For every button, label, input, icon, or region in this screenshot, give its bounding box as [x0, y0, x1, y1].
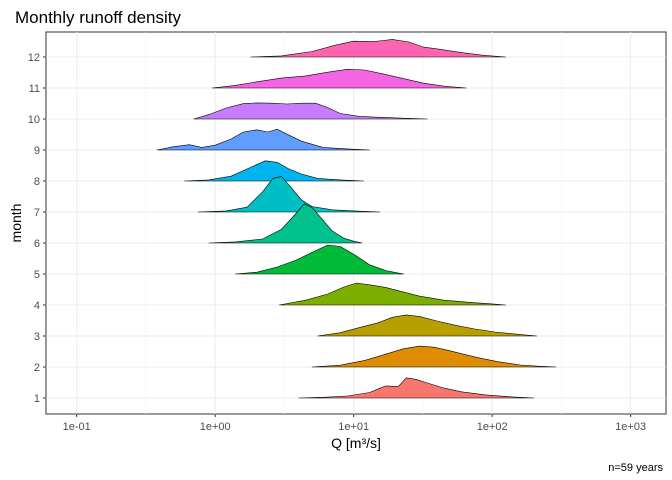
- y-tick-label: 6: [34, 238, 40, 250]
- y-tick-label: 11: [29, 83, 40, 95]
- ridge-month-1: [298, 377, 535, 399]
- ridge-month-3: [317, 314, 538, 337]
- x-tick-label: 1e+00: [200, 421, 231, 433]
- y-tick-label: 1: [34, 393, 40, 405]
- x-tick-label: 1e-01: [63, 421, 91, 433]
- ridge-month-9: [156, 128, 370, 151]
- ridge-month-11: [211, 69, 467, 89]
- y-tick-label: 5: [34, 269, 40, 281]
- chart-caption: n=59 years: [608, 462, 663, 474]
- x-tick-label: 1e+03: [615, 421, 646, 433]
- y-tick-label: 3: [34, 331, 40, 343]
- ridge-month-2: [311, 345, 557, 368]
- y-tick-label: 7: [34, 207, 40, 219]
- y-tick-label: 4: [34, 300, 40, 312]
- y-tick-label: 12: [28, 52, 40, 64]
- ridge-month-5: [235, 244, 405, 275]
- ridge-month-12: [250, 39, 506, 58]
- x-axis-title: Q [m³/s]: [331, 435, 381, 451]
- plot-panel: [45, 31, 667, 415]
- x-tick-label: 1e+02: [477, 421, 508, 433]
- ridge-month-7: [197, 176, 381, 213]
- y-tick-label: 2: [34, 362, 40, 374]
- ridge-month-10: [193, 102, 428, 120]
- ridge-month-4: [278, 282, 506, 306]
- y-tick-label: 9: [34, 145, 40, 157]
- ridge-month-6: [208, 203, 363, 244]
- chart-title: Monthly runoff density: [15, 8, 181, 27]
- y-axis-title: month: [8, 204, 24, 243]
- ridges: [156, 39, 557, 399]
- x-axis-ticks: 1e-01 1e+00 1e+01 1e+02 1e+03: [63, 414, 646, 433]
- x-tick-label: 1e+01: [338, 421, 369, 433]
- ridge-month-8: [184, 160, 364, 182]
- y-tick-label: 8: [34, 176, 40, 188]
- y-tick-label: 10: [28, 114, 40, 126]
